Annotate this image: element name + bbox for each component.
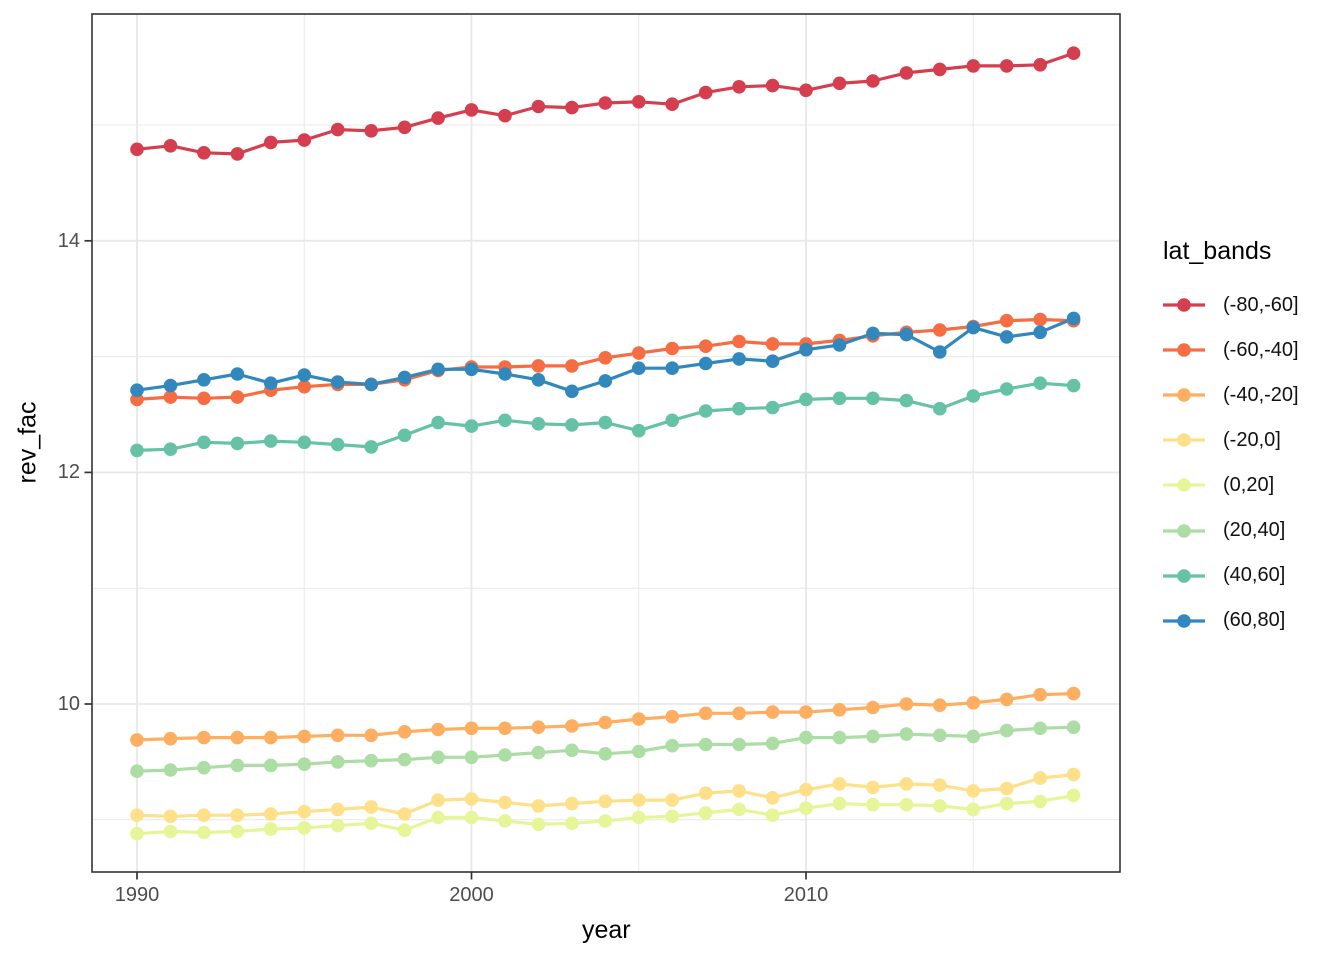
legend-title: lat_bands — [1163, 237, 1272, 265]
legend-item-label: (40,60] — [1223, 564, 1286, 587]
x-tick-label: 2000 — [449, 884, 494, 906]
legend-item: (-60,-40] — [1163, 328, 1299, 372]
legend-item-label: (0,20] — [1223, 473, 1275, 496]
legend-key-icon — [1163, 471, 1205, 499]
legend-item-label: (-60,-40] — [1223, 338, 1299, 361]
legend-item: (-20,0] — [1163, 418, 1281, 462]
y-tick-label: 10 — [57, 693, 80, 715]
legend-item-label: (20,40] — [1223, 519, 1286, 541]
legend-item: (-40,-20] — [1163, 373, 1299, 417]
y-tick-label: 12 — [57, 461, 80, 484]
legend-item: (60,80] — [1163, 599, 1285, 643]
legend-item-label: (-80,-60] — [1223, 293, 1299, 316]
legend-key-icon — [1163, 381, 1205, 409]
legend-item: (0,20] — [1163, 463, 1274, 507]
x-tick-label: 1990 — [114, 884, 160, 906]
legend-item-label: (60,80] — [1223, 609, 1286, 632]
legend-key-icon — [1163, 517, 1205, 545]
x-axis-title: year — [582, 916, 631, 944]
y-tick-label: 14 — [57, 229, 80, 252]
legend-item: (-80,-60] — [1163, 283, 1299, 327]
legend-item: (40,60] — [1163, 554, 1285, 598]
y-axis-title: rev_fac — [13, 401, 42, 484]
legend-item-label: (-40,-20] — [1223, 383, 1299, 406]
legend-key-icon — [1163, 336, 1205, 364]
legend-item: (20,40] — [1163, 509, 1285, 553]
legend-key-icon — [1163, 562, 1205, 590]
legend-key-icon — [1163, 291, 1205, 319]
legend-key-icon — [1163, 607, 1205, 635]
x-tick-label: 2010 — [783, 884, 829, 906]
legend-key-icon — [1163, 426, 1205, 454]
legend-item-label: (-20,0] — [1223, 428, 1281, 451]
